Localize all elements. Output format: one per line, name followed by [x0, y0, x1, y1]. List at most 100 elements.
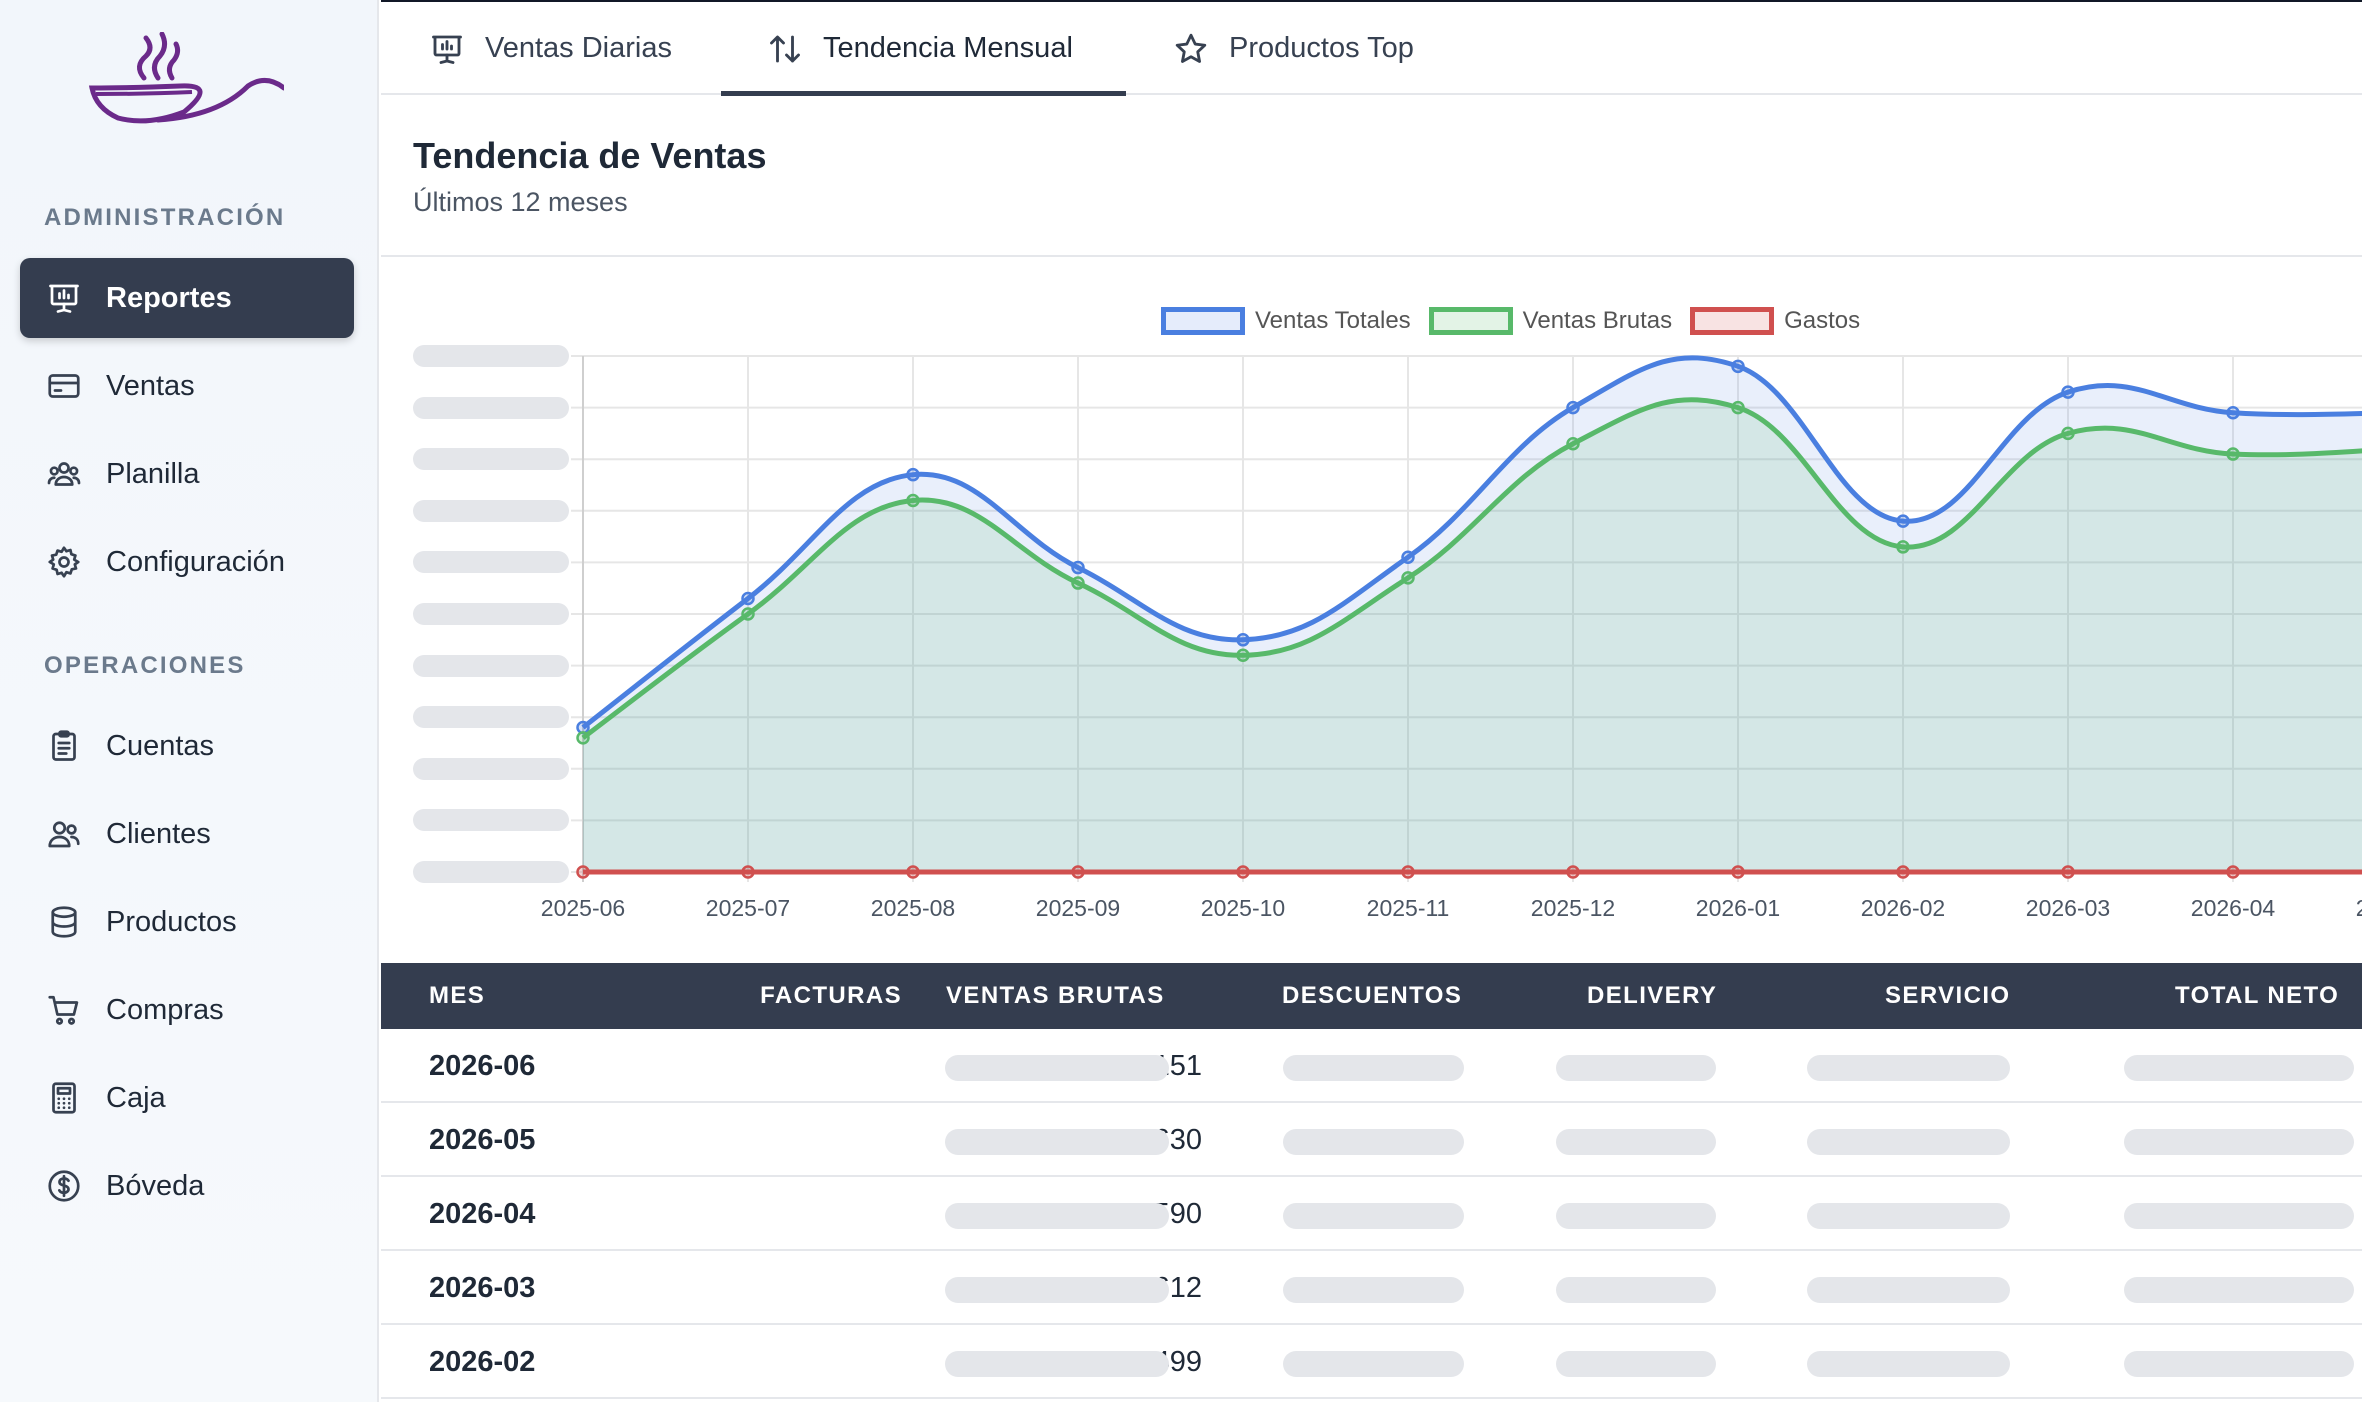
data-point-ventas-brutas[interactable] [1566, 436, 1580, 451]
x-tick-label: 2025-08 [870, 895, 956, 921]
column-header-total-neto[interactable]: TOTAL NETO [2175, 982, 2340, 1009]
sidebar-item-ventas[interactable]: Ventas [20, 346, 354, 426]
table-row[interactable]: 2026-06 151 [381, 1029, 2362, 1103]
sidebar-item-reportes[interactable]: Reportes [20, 258, 354, 338]
redacted-value [2124, 1055, 2354, 1081]
data-point-ventas-brutas[interactable] [2226, 447, 2240, 461]
sidebar-item-label: Clientes [106, 817, 211, 850]
sidebar-item-clientes[interactable]: Clientes [20, 794, 354, 874]
data-point-gastos[interactable] [1401, 865, 1415, 879]
x-tick-label: 2026-02 [1860, 895, 1946, 921]
sidebar-item-boveda[interactable]: Bóveda [20, 1146, 354, 1226]
cell-mes: 2026-03 [429, 1272, 536, 1304]
table-row[interactable]: 2026-04 590 [381, 1177, 2362, 1251]
page-subtitle: Últimos 12 meses [413, 187, 628, 217]
data-point-ventas-brutas[interactable] [1401, 571, 1415, 585]
sidebar-item-cuentas[interactable]: Cuentas [20, 706, 354, 786]
data-point-ventas-totales[interactable] [741, 591, 755, 606]
sidebar-item-label: Ventas [106, 369, 195, 402]
sidebar-item-caja[interactable]: Caja [20, 1058, 354, 1138]
data-point-ventas-totales[interactable] [906, 467, 920, 482]
section-title-operaciones: OPERACIONES [44, 652, 246, 679]
tab-productos-top[interactable]: Productos Top [1173, 2, 1414, 95]
data-point-ventas-totales[interactable] [2061, 385, 2075, 399]
data-point-ventas-totales[interactable] [1896, 514, 1910, 528]
data-point-gastos[interactable] [576, 865, 590, 879]
legend-item-ventas-totales[interactable]: Ventas Totales [1161, 307, 1411, 335]
section-title-administracion: ADMINISTRACIÓN [44, 204, 286, 231]
redacted-value [1556, 1129, 1716, 1155]
legend-label: Ventas Totales [1255, 307, 1411, 334]
dollar-circle-icon [44, 1166, 84, 1206]
redacted-value [945, 1129, 1169, 1155]
tab-tendencia-mensual[interactable]: Tendencia Mensual [767, 2, 1073, 95]
star-icon [1175, 33, 1207, 63]
data-point-ventas-totales[interactable] [1731, 359, 1745, 374]
chart-plot [571, 355, 2362, 882]
redacted-value [1556, 1203, 1716, 1229]
column-header-delivery[interactable]: DELIVERY [1587, 982, 1718, 1009]
data-point-gastos[interactable] [1896, 865, 1910, 879]
y-tick-label-redacted [413, 809, 569, 832]
data-point-ventas-brutas[interactable] [1236, 648, 1250, 663]
table-row[interactable]: 2026-03 612 [381, 1251, 2362, 1325]
redacted-value [945, 1055, 1169, 1081]
tab-ventas-diarias[interactable]: Ventas Diarias [429, 2, 672, 95]
data-point-ventas-brutas[interactable] [1896, 540, 1910, 554]
column-header-servicio[interactable]: SERVICIO [1885, 982, 2011, 1009]
column-header-mes[interactable]: MES [429, 982, 486, 1009]
redacted-value [945, 1277, 1169, 1303]
data-point-gastos[interactable] [906, 865, 920, 879]
sidebar-item-planilla[interactable]: Planilla [20, 434, 354, 514]
redacted-value [1556, 1055, 1716, 1081]
data-point-ventas-brutas[interactable] [2061, 426, 2075, 441]
legend-item-ventas-brutas[interactable]: Ventas Brutas [1428, 307, 1672, 335]
y-tick-label-redacted [413, 861, 569, 883]
redacted-value [2124, 1129, 2354, 1155]
column-header-facturas[interactable]: FACTURAS [760, 982, 902, 1009]
data-point-ventas-totales[interactable] [1236, 633, 1250, 647]
sidebar-item-productos[interactable]: Productos [20, 882, 354, 962]
gear-icon [44, 542, 84, 582]
tab-label: Productos Top [1229, 32, 1414, 64]
data-point-ventas-brutas[interactable] [576, 731, 590, 745]
data-point-ventas-brutas[interactable] [1071, 576, 1085, 590]
data-point-ventas-totales[interactable] [2226, 406, 2240, 420]
column-header-ventas-brutas[interactable]: VENTAS BRUTAS [946, 982, 1165, 1009]
column-header-descuentos[interactable]: DESCUENTOS [1282, 982, 1463, 1009]
data-point-ventas-brutas[interactable] [1731, 400, 1745, 415]
sales-trend-chart: Ventas Totales Ventas Brutas Gastos 2025… [381, 259, 2362, 963]
data-point-ventas-totales[interactable] [1566, 400, 1580, 415]
redacted-value [2124, 1277, 2354, 1303]
legend-item-gastos[interactable]: Gastos [1690, 307, 1860, 335]
table-row[interactable]: 2026-02 499 [381, 1325, 2362, 1399]
data-point-gastos[interactable] [1236, 865, 1250, 879]
data-point-gastos[interactable] [2061, 865, 2075, 879]
tab-label: Tendencia Mensual [823, 32, 1073, 64]
users-icon [44, 814, 84, 854]
data-point-gastos[interactable] [1566, 865, 1580, 879]
x-tick-label: 2026-05 [2356, 895, 2362, 922]
sidebar-item-label: Bóveda [106, 1169, 205, 1202]
data-point-ventas-totales[interactable] [1071, 560, 1085, 575]
redacted-value [1283, 1351, 1464, 1377]
presentation-chart-icon [44, 278, 84, 318]
table-row[interactable]: 2026-05 630 [381, 1103, 2362, 1177]
legend-label: Gastos [1784, 307, 1861, 334]
data-point-gastos[interactable] [1071, 865, 1085, 879]
data-point-ventas-brutas[interactable] [741, 607, 755, 621]
data-point-gastos[interactable] [741, 865, 755, 879]
series-line-ventas-totales [581, 355, 2362, 730]
data-point-ventas-brutas[interactable] [906, 493, 920, 508]
x-tick-label: 2025-07 [705, 895, 791, 921]
cell-mes: 2026-06 [429, 1050, 536, 1082]
calculator-icon [44, 1078, 84, 1118]
sidebar-item-configuracion[interactable]: Configuración [20, 522, 354, 602]
sidebar-item-compras[interactable]: Compras [20, 970, 354, 1050]
sidebar-item-label: Configuración [106, 545, 285, 578]
data-point-ventas-totales[interactable] [1401, 550, 1415, 564]
data-point-gastos[interactable] [1731, 865, 1745, 879]
data-point-gastos[interactable] [2226, 865, 2240, 879]
y-tick-label-redacted [413, 396, 569, 419]
redacted-value [1283, 1277, 1464, 1303]
